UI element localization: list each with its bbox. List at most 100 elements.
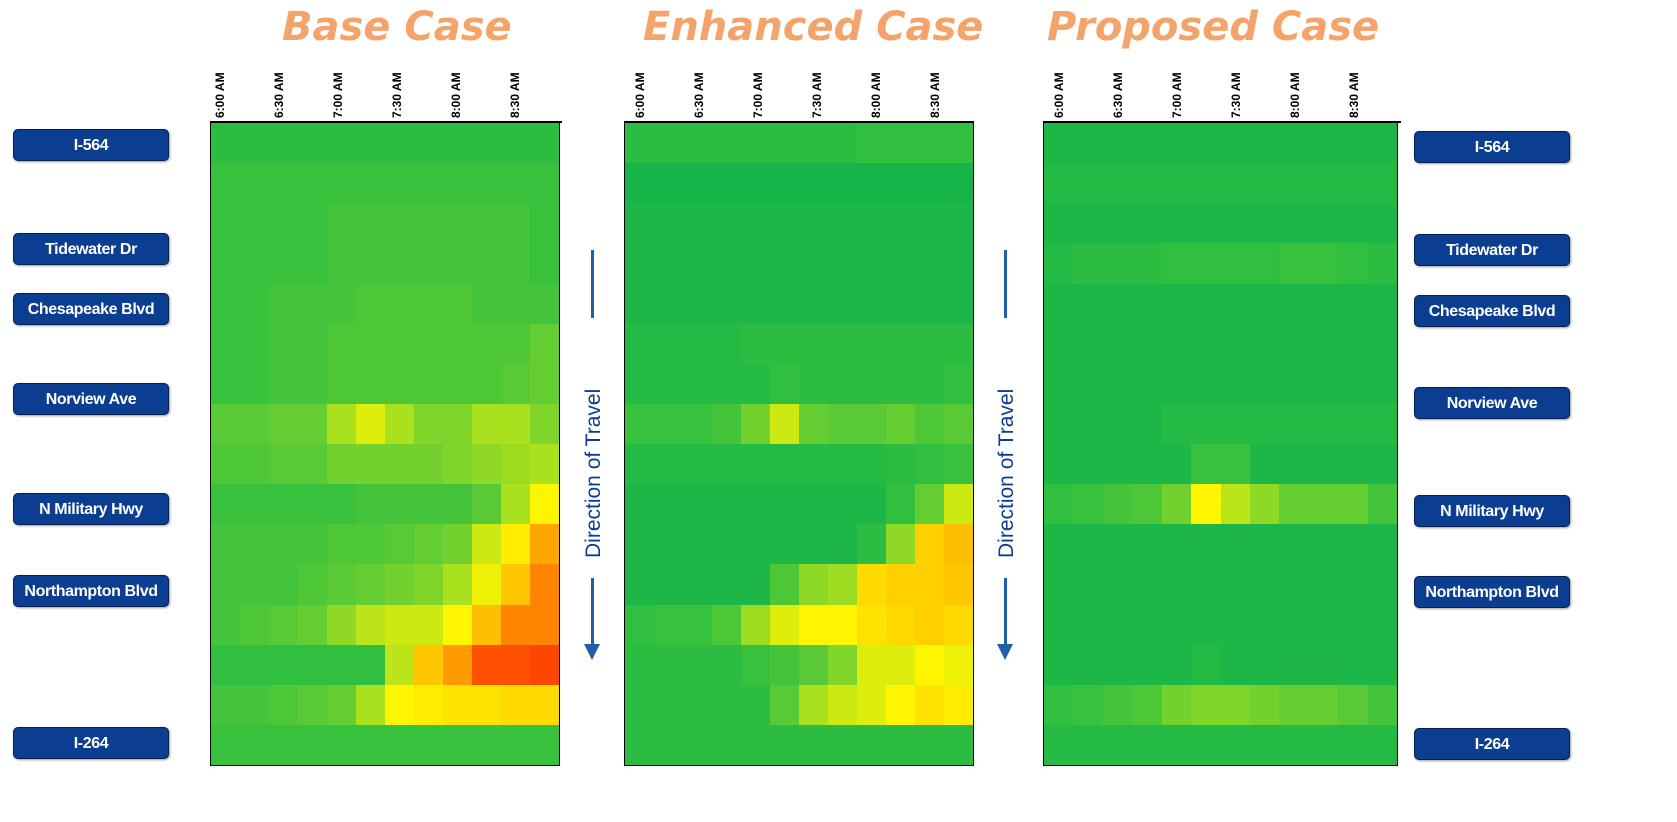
- enhanced-heatmap-cell: [712, 163, 742, 204]
- enhanced-heatmap-cell: [654, 684, 684, 726]
- base-heatmap-cell: [269, 564, 299, 606]
- enhanced-heatmap-cell: [944, 163, 973, 204]
- enhanced-heatmap-cell: [625, 243, 655, 285]
- proposed-heatmap-cell: [1279, 403, 1310, 445]
- enhanced-heatmap-cell: [857, 123, 887, 164]
- enhanced-heatmap-cell: [654, 524, 684, 565]
- proposed-heatmap-cell: [1191, 484, 1222, 525]
- enhanced-heatmap-cell: [857, 203, 887, 244]
- base-heatmap-cell: [327, 564, 357, 606]
- base-heatmap-cell: [298, 724, 328, 765]
- base-heatmap-cell: [356, 123, 386, 164]
- proposed-heatmap-cell: [1249, 123, 1280, 164]
- base-heatmap-cell: [298, 323, 328, 365]
- enhanced-heatmap-cell: [828, 323, 858, 365]
- base-heatmap-cell: [443, 604, 473, 646]
- enhanced-heatmap-cell: [712, 604, 742, 646]
- proposed-heatmap-cell: [1308, 283, 1339, 325]
- enhanced-heatmap-cell: [683, 684, 713, 726]
- enhanced-heatmap-cell: [683, 724, 713, 765]
- proposed-heatmap-cell: [1132, 243, 1163, 285]
- proposed-heatmap-cell: [1044, 444, 1075, 485]
- proposed-heatmap-cell: [1073, 363, 1104, 405]
- proposed-heatmap-cell: [1161, 283, 1192, 325]
- base-heatmap-cell: [327, 444, 357, 485]
- left-label-n-military-hwy: N Military Hwy: [13, 493, 169, 525]
- proposed-heatmap-cell: [1132, 524, 1163, 565]
- enhanced-heatmap-cell: [886, 363, 916, 405]
- enhanced-heatmap-cell: [944, 444, 973, 485]
- enhanced-heatmap-cell: [770, 283, 800, 325]
- base-heatmap-cell: [443, 203, 473, 244]
- base-heatmap-cell: [211, 163, 241, 204]
- direction-arrow-line-bottom-2: [1004, 578, 1007, 646]
- enhanced-heatmap-cell: [741, 564, 771, 606]
- base-heatmap-cell: [501, 524, 531, 565]
- proposed-heatmap-cell: [1044, 724, 1075, 765]
- base-heatmap-cell: [414, 604, 444, 646]
- enhanced-heatmap-cell: [741, 524, 771, 565]
- proposed-heatmap-cell: [1338, 163, 1369, 204]
- proposed-heatmap-cell: [1220, 684, 1251, 726]
- base-heatmap-cell: [240, 323, 270, 365]
- enhanced-heatmap-cell: [712, 484, 742, 525]
- base-heatmap-cell: [269, 283, 299, 325]
- left-label-i564: I-564: [13, 129, 169, 161]
- proposed-tick-label: 6:00 AM: [1052, 72, 1066, 118]
- proposed-heatmap-cell: [1367, 644, 1397, 686]
- enhanced-heatmap-cell: [944, 363, 973, 405]
- enhanced-heatmap-cell: [799, 363, 829, 405]
- enhanced-heatmap-cell: [828, 484, 858, 525]
- base-heatmap-cell: [356, 564, 386, 606]
- proposed-heatmap-cell: [1132, 644, 1163, 686]
- proposed-heatmap-cell: [1161, 163, 1192, 204]
- enhanced-heatmap-cell: [770, 644, 800, 686]
- base-heatmap-cell: [472, 363, 502, 405]
- enhanced-heatmap-cell: [712, 243, 742, 285]
- proposed-axis-line: [1043, 121, 1401, 123]
- enhanced-heatmap-cell: [683, 123, 713, 164]
- proposed-heatmap-cell: [1191, 283, 1222, 325]
- proposed-heatmap-cell: [1249, 163, 1280, 204]
- enhanced-heatmap-cell: [683, 163, 713, 204]
- left-label-i264: I-264: [13, 727, 169, 759]
- base-heatmap-cell: [327, 363, 357, 405]
- enhanced-heatmap-cell: [741, 684, 771, 726]
- enhanced-heatmap-cell: [915, 163, 945, 204]
- enhanced-heatmap-cell: [915, 203, 945, 244]
- right-label-i264: I-264: [1414, 728, 1570, 760]
- base-heatmap-cell: [385, 323, 415, 365]
- proposed-heatmap-cell: [1279, 203, 1310, 244]
- base-heatmap-cell: [356, 484, 386, 525]
- base-heatmap-cell: [472, 403, 502, 445]
- base-heatmap-cell: [472, 684, 502, 726]
- enhanced-heatmap-cell: [770, 203, 800, 244]
- proposed-heatmap-cell: [1044, 564, 1075, 606]
- base-heatmap-cell: [298, 444, 328, 485]
- proposed-heatmap-cell: [1338, 724, 1369, 765]
- base-heatmap-cell: [443, 283, 473, 325]
- enhanced-tick-label: 6:00 AM: [633, 72, 647, 118]
- proposed-heatmap-cell: [1073, 524, 1104, 565]
- base-heatmap-cell: [530, 163, 559, 204]
- enhanced-heatmap-cell: [770, 484, 800, 525]
- left-label-chesapeake-blvd: Chesapeake Blvd: [13, 293, 169, 325]
- base-heatmap-cell: [501, 484, 531, 525]
- base-heatmap-cell: [530, 243, 559, 285]
- direction-arrow-line-bottom-1: [591, 578, 594, 646]
- base-heatmap-cell: [356, 524, 386, 565]
- enhanced-case-heatmap: [624, 122, 974, 766]
- proposed-heatmap-cell: [1338, 363, 1369, 405]
- base-heatmap-cell: [385, 524, 415, 565]
- enhanced-axis-line: [624, 121, 974, 123]
- proposed-heatmap-cell: [1073, 203, 1104, 244]
- enhanced-heatmap-cell: [886, 444, 916, 485]
- base-heatmap-cell: [356, 243, 386, 285]
- proposed-heatmap-cell: [1220, 564, 1251, 606]
- base-heatmap-cell: [530, 684, 559, 726]
- base-heatmap-cell: [327, 604, 357, 646]
- proposed-tick-label: 8:30 AM: [1347, 72, 1361, 118]
- enhanced-heatmap-cell: [654, 243, 684, 285]
- proposed-heatmap-cell: [1044, 484, 1075, 525]
- base-heatmap-cell: [298, 123, 328, 164]
